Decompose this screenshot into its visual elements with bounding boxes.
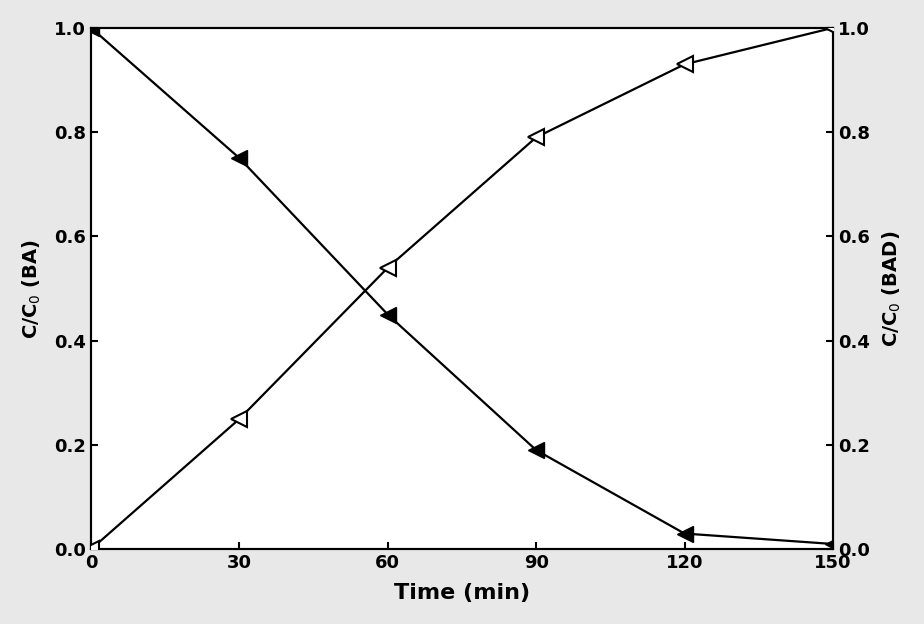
X-axis label: Time (min): Time (min) <box>394 583 530 603</box>
Y-axis label: C/C$_0$ (BA): C/C$_0$ (BA) <box>21 238 43 339</box>
Y-axis label: C/C$_0$ (BAD): C/C$_0$ (BAD) <box>881 230 903 347</box>
